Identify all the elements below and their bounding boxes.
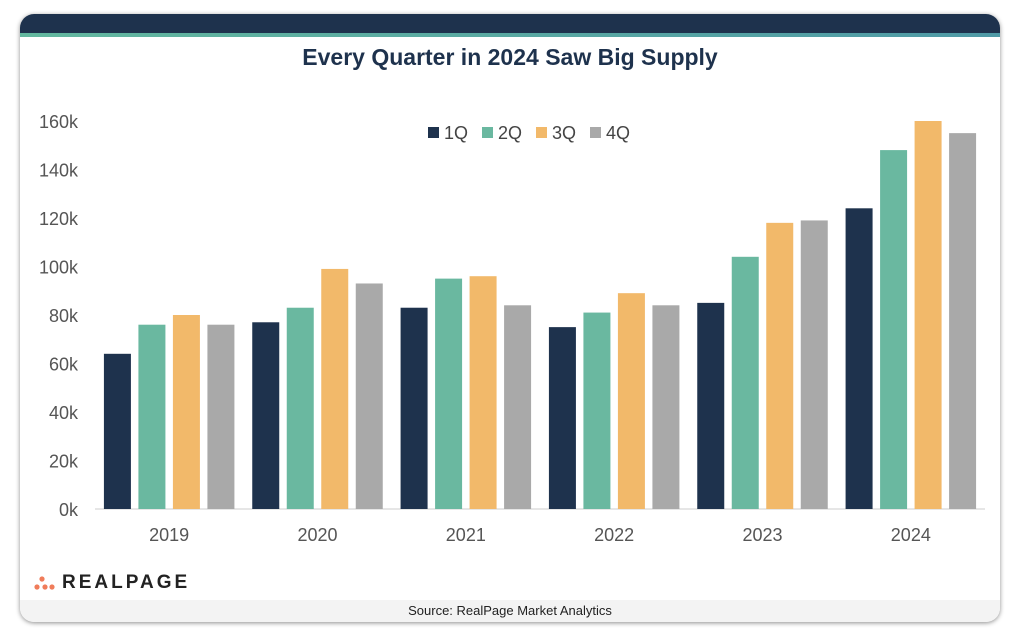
bar-2020-1Q	[252, 322, 280, 509]
bar-2019-3Q	[172, 315, 200, 509]
y-tick-label: 0k	[59, 500, 79, 520]
x-tick-label: 2023	[742, 525, 782, 545]
y-tick-label: 120k	[39, 209, 79, 229]
legend-label-1Q: 1Q	[444, 123, 468, 143]
bar-2021-2Q	[435, 278, 463, 509]
accent-stripe	[20, 33, 1000, 37]
bar-2023-4Q	[800, 220, 828, 510]
y-tick-label: 160k	[39, 112, 79, 132]
legend-swatch-2Q	[482, 127, 493, 138]
bar-2021-1Q	[400, 307, 428, 509]
bar-2023-3Q	[766, 222, 794, 509]
bar-2019-2Q	[138, 324, 166, 509]
x-tick-label: 2024	[891, 525, 931, 545]
bar-2019-1Q	[103, 353, 131, 509]
logo-text: REALPAGE	[62, 572, 191, 593]
bar-2021-4Q	[504, 305, 532, 509]
chart-title: Every Quarter in 2024 Saw Big Supply	[302, 44, 718, 70]
x-tick-label: 2020	[297, 525, 337, 545]
bar-2023-2Q	[731, 256, 759, 509]
legend-label-2Q: 2Q	[498, 123, 522, 143]
header-bar	[20, 14, 1000, 33]
logo-dots-icon	[34, 576, 55, 590]
bar-2024-3Q	[914, 121, 942, 509]
legend-swatch-4Q	[590, 127, 601, 138]
bar-2023-1Q	[697, 302, 725, 509]
x-tick-label: 2021	[446, 525, 486, 545]
realpage-logo: REALPAGE	[34, 572, 190, 594]
bar-2020-2Q	[286, 307, 314, 509]
y-tick-label: 100k	[39, 258, 79, 278]
bar-2021-3Q	[469, 276, 497, 509]
source-footer: Source: RealPage Market Analytics	[20, 600, 1000, 622]
legend-label-3Q: 3Q	[552, 123, 576, 143]
x-tick-label: 2022	[594, 525, 634, 545]
bar-2022-1Q	[548, 327, 576, 509]
y-tick-label: 140k	[39, 161, 79, 181]
legend-label-4Q: 4Q	[606, 123, 630, 143]
bar-2020-3Q	[321, 268, 349, 509]
bar-2024-1Q	[845, 208, 873, 510]
bar-2022-2Q	[583, 312, 611, 509]
y-tick-label: 60k	[49, 355, 79, 375]
bar-2020-4Q	[355, 283, 383, 509]
chart-card: Every Quarter in 2024 Saw Big Supply 0k 2…	[20, 14, 1000, 622]
bar-2019-4Q	[207, 324, 235, 509]
bar-2024-4Q	[949, 133, 977, 509]
bar-chart: 0k 20k 40k 60k 80k 100k 120k 140k 160k 2019 2020 20…	[39, 112, 985, 545]
x-tick-label: 2019	[149, 525, 189, 545]
y-tick-label: 80k	[49, 306, 79, 326]
bar-2022-3Q	[617, 293, 645, 509]
legend-swatch-1Q	[428, 127, 439, 138]
bar-2022-4Q	[652, 305, 680, 509]
y-tick-label: 20k	[49, 452, 79, 472]
y-tick-label: 40k	[49, 403, 79, 423]
bar-2024-2Q	[880, 150, 908, 509]
legend-swatch-3Q	[536, 127, 547, 138]
